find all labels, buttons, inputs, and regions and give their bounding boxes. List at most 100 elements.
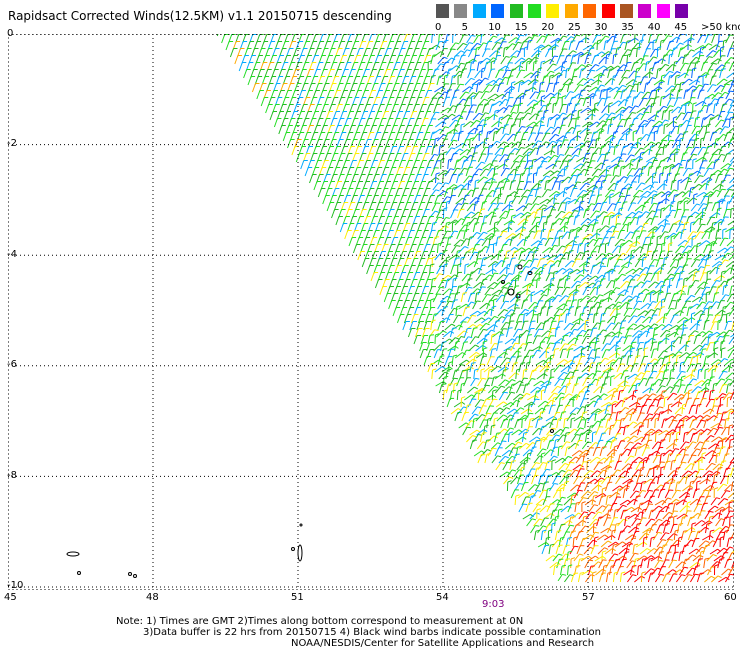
wind-barb [436, 243, 439, 254]
wind-barb [561, 154, 569, 163]
wind-barb-tick [636, 274, 641, 277]
wind-barb [654, 224, 662, 233]
wind-barb-tick [440, 286, 445, 289]
wind-barb [629, 160, 632, 170]
wind-barb [430, 167, 436, 177]
wind-barb-tick [458, 285, 463, 287]
wind-barb [693, 84, 700, 93]
wind-barb [564, 202, 567, 212]
wind-barb [656, 183, 664, 191]
wind-barb [665, 85, 673, 93]
wind-barb-tick [438, 216, 443, 219]
wind-barb-tick [505, 300, 510, 303]
wind-barb-tick [537, 140, 542, 143]
wind-barb [480, 146, 486, 156]
wind-barb [619, 111, 622, 121]
wind-barb [504, 142, 513, 149]
wind-barb [445, 34, 448, 44]
wind-barb [626, 168, 633, 177]
wind-barb-tick [521, 126, 526, 128]
wind-barb [649, 181, 655, 191]
wind-barb [510, 34, 513, 37]
wind-barb [722, 153, 728, 163]
wind-barb [536, 35, 543, 44]
wind-barb [697, 90, 701, 100]
wind-barb [617, 230, 622, 240]
wind-barb [630, 118, 635, 128]
wind-barb [433, 34, 436, 37]
wind-barb [530, 240, 539, 247]
wind-barb [622, 163, 631, 170]
wind-barb [607, 237, 612, 247]
wind-barb-tick [669, 204, 674, 207]
wind-barb [437, 225, 446, 233]
wind-barb-tick [462, 68, 467, 70]
wind-barb [628, 295, 637, 303]
wind-barb [692, 272, 696, 282]
wind-barb-tick [680, 245, 686, 248]
wind-barb-tick [639, 39, 644, 42]
wind-barb [519, 289, 528, 296]
wind-barb [475, 161, 482, 170]
wind-barb [481, 294, 488, 303]
wind-barb [731, 250, 734, 254]
wind-barb-tick [645, 111, 650, 114]
wind-barb [637, 196, 644, 205]
wind-barb [581, 84, 588, 93]
wind-barb-tick [599, 294, 604, 297]
wind-barb-tick [682, 228, 687, 231]
wind-barb [450, 245, 457, 254]
wind-barb-tick [727, 200, 732, 203]
wind-barb [438, 34, 440, 44]
wind-barb [727, 275, 734, 282]
wind-barb [723, 132, 728, 142]
wind-barb [431, 146, 435, 156]
wind-barb-tick [557, 74, 562, 77]
wind-barb-tick [661, 95, 666, 98]
wind-barb [663, 293, 668, 303]
wind-barb [696, 301, 703, 310]
wind-barb-tick [680, 270, 685, 273]
wind-barb [638, 40, 641, 51]
wind-barb-tick [661, 207, 666, 210]
wind-barb-tick [581, 145, 586, 147]
wind-barb-tick [652, 228, 658, 231]
wind-barb [456, 155, 465, 163]
wind-barb [615, 160, 621, 170]
wind-barb [571, 280, 578, 289]
wind-barb-tick [587, 218, 592, 221]
wind-barb [494, 147, 501, 156]
wind-barb [476, 195, 480, 205]
wind-barb [711, 148, 719, 156]
wind-barb-tick [493, 35, 498, 38]
wind-barb [530, 183, 538, 191]
wind-barb-tick [468, 179, 473, 182]
wind-barb-tick [521, 259, 526, 262]
wind-barb [591, 168, 599, 177]
wind-barb [655, 34, 659, 44]
wind-barb [641, 91, 648, 100]
wind-barb-tick [539, 270, 544, 273]
wind-barb-tick [670, 139, 675, 142]
wind-barb-tick [494, 109, 500, 112]
wind-barb-tick [631, 168, 637, 170]
wind-barb-tick [472, 92, 477, 95]
wind-barb [435, 121, 443, 128]
wind-barb-tick [453, 299, 458, 301]
wind-barb-tick [533, 81, 538, 84]
wind-barb-tick [716, 189, 721, 192]
wind-barb [444, 223, 447, 233]
wind-barb [597, 265, 603, 275]
wind-barb [655, 146, 661, 156]
wind-barb-tick [477, 81, 482, 84]
legend-swatch [675, 4, 689, 18]
wind-barb-tick [597, 301, 602, 304]
wind-barb-tick [558, 218, 563, 221]
wind-barb [570, 168, 578, 177]
wind-barb [458, 55, 463, 65]
wind-barb [662, 35, 669, 44]
wind-barb [702, 265, 707, 275]
wind-barb [588, 64, 596, 72]
wind-barb-tick [627, 216, 632, 219]
wind-barb [605, 280, 612, 289]
